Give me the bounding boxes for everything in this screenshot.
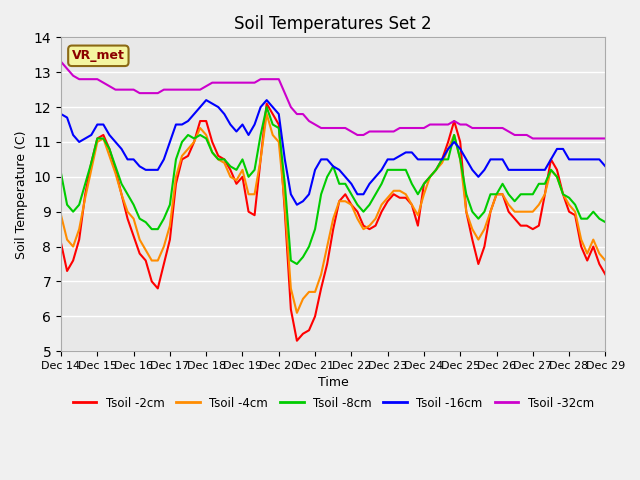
Tsoil -2cm [124,216,131,222]
Tsoil -4cm [184,146,192,152]
Tsoil -4cm [602,258,609,264]
Tsoil -2cm [184,153,192,159]
Line: Tsoil -4cm: Tsoil -4cm [61,114,605,313]
Line: Tsoil -32cm: Tsoil -32cm [61,62,605,138]
Tsoil -32cm [529,135,536,141]
Tsoil -4cm [263,111,271,117]
Tsoil -8cm [595,216,603,222]
Tsoil -32cm [602,135,609,141]
Tsoil -8cm [57,170,65,176]
Text: VR_met: VR_met [72,49,125,62]
Tsoil -4cm [57,212,65,218]
Tsoil -16cm [57,111,65,117]
Tsoil -32cm [57,59,65,65]
Tsoil -4cm [384,195,392,201]
Tsoil -2cm [602,272,609,277]
Tsoil -32cm [517,132,525,138]
Tsoil -2cm [293,338,301,344]
Tsoil -2cm [384,198,392,204]
Tsoil -2cm [529,226,536,232]
Tsoil -8cm [184,132,192,138]
Tsoil -4cm [595,251,603,256]
Tsoil -16cm [196,104,204,110]
Line: Tsoil -8cm: Tsoil -8cm [61,107,605,264]
Tsoil -16cm [293,202,301,208]
Tsoil -8cm [196,132,204,138]
Line: Tsoil -2cm: Tsoil -2cm [61,104,605,341]
Line: Tsoil -16cm: Tsoil -16cm [61,100,605,205]
Legend: Tsoil -2cm, Tsoil -4cm, Tsoil -8cm, Tsoil -16cm, Tsoil -32cm: Tsoil -2cm, Tsoil -4cm, Tsoil -8cm, Tsoi… [68,392,598,414]
Tsoil -32cm [124,87,131,93]
Tsoil -8cm [384,167,392,173]
Tsoil -16cm [384,156,392,162]
Tsoil -2cm [595,261,603,267]
Tsoil -32cm [589,135,597,141]
Tsoil -2cm [57,240,65,246]
Tsoil -16cm [595,156,603,162]
Tsoil -4cm [293,310,301,316]
Tsoil -32cm [184,87,192,93]
Tsoil -8cm [602,219,609,225]
Tsoil -32cm [196,87,204,93]
Tsoil -16cm [529,167,536,173]
Tsoil -4cm [196,125,204,131]
Tsoil -8cm [263,104,271,110]
Tsoil -8cm [124,192,131,197]
X-axis label: Time: Time [318,376,349,389]
Tsoil -4cm [529,209,536,215]
Tsoil -16cm [202,97,210,103]
Y-axis label: Soil Temperature (C): Soil Temperature (C) [15,130,28,259]
Tsoil -4cm [124,209,131,215]
Tsoil -8cm [529,192,536,197]
Tsoil -16cm [124,156,131,162]
Tsoil -16cm [602,164,609,169]
Tsoil -8cm [293,261,301,267]
Tsoil -2cm [196,118,204,124]
Tsoil -16cm [184,118,192,124]
Title: Soil Temperatures Set 2: Soil Temperatures Set 2 [234,15,432,33]
Tsoil -2cm [263,101,271,107]
Tsoil -32cm [595,135,603,141]
